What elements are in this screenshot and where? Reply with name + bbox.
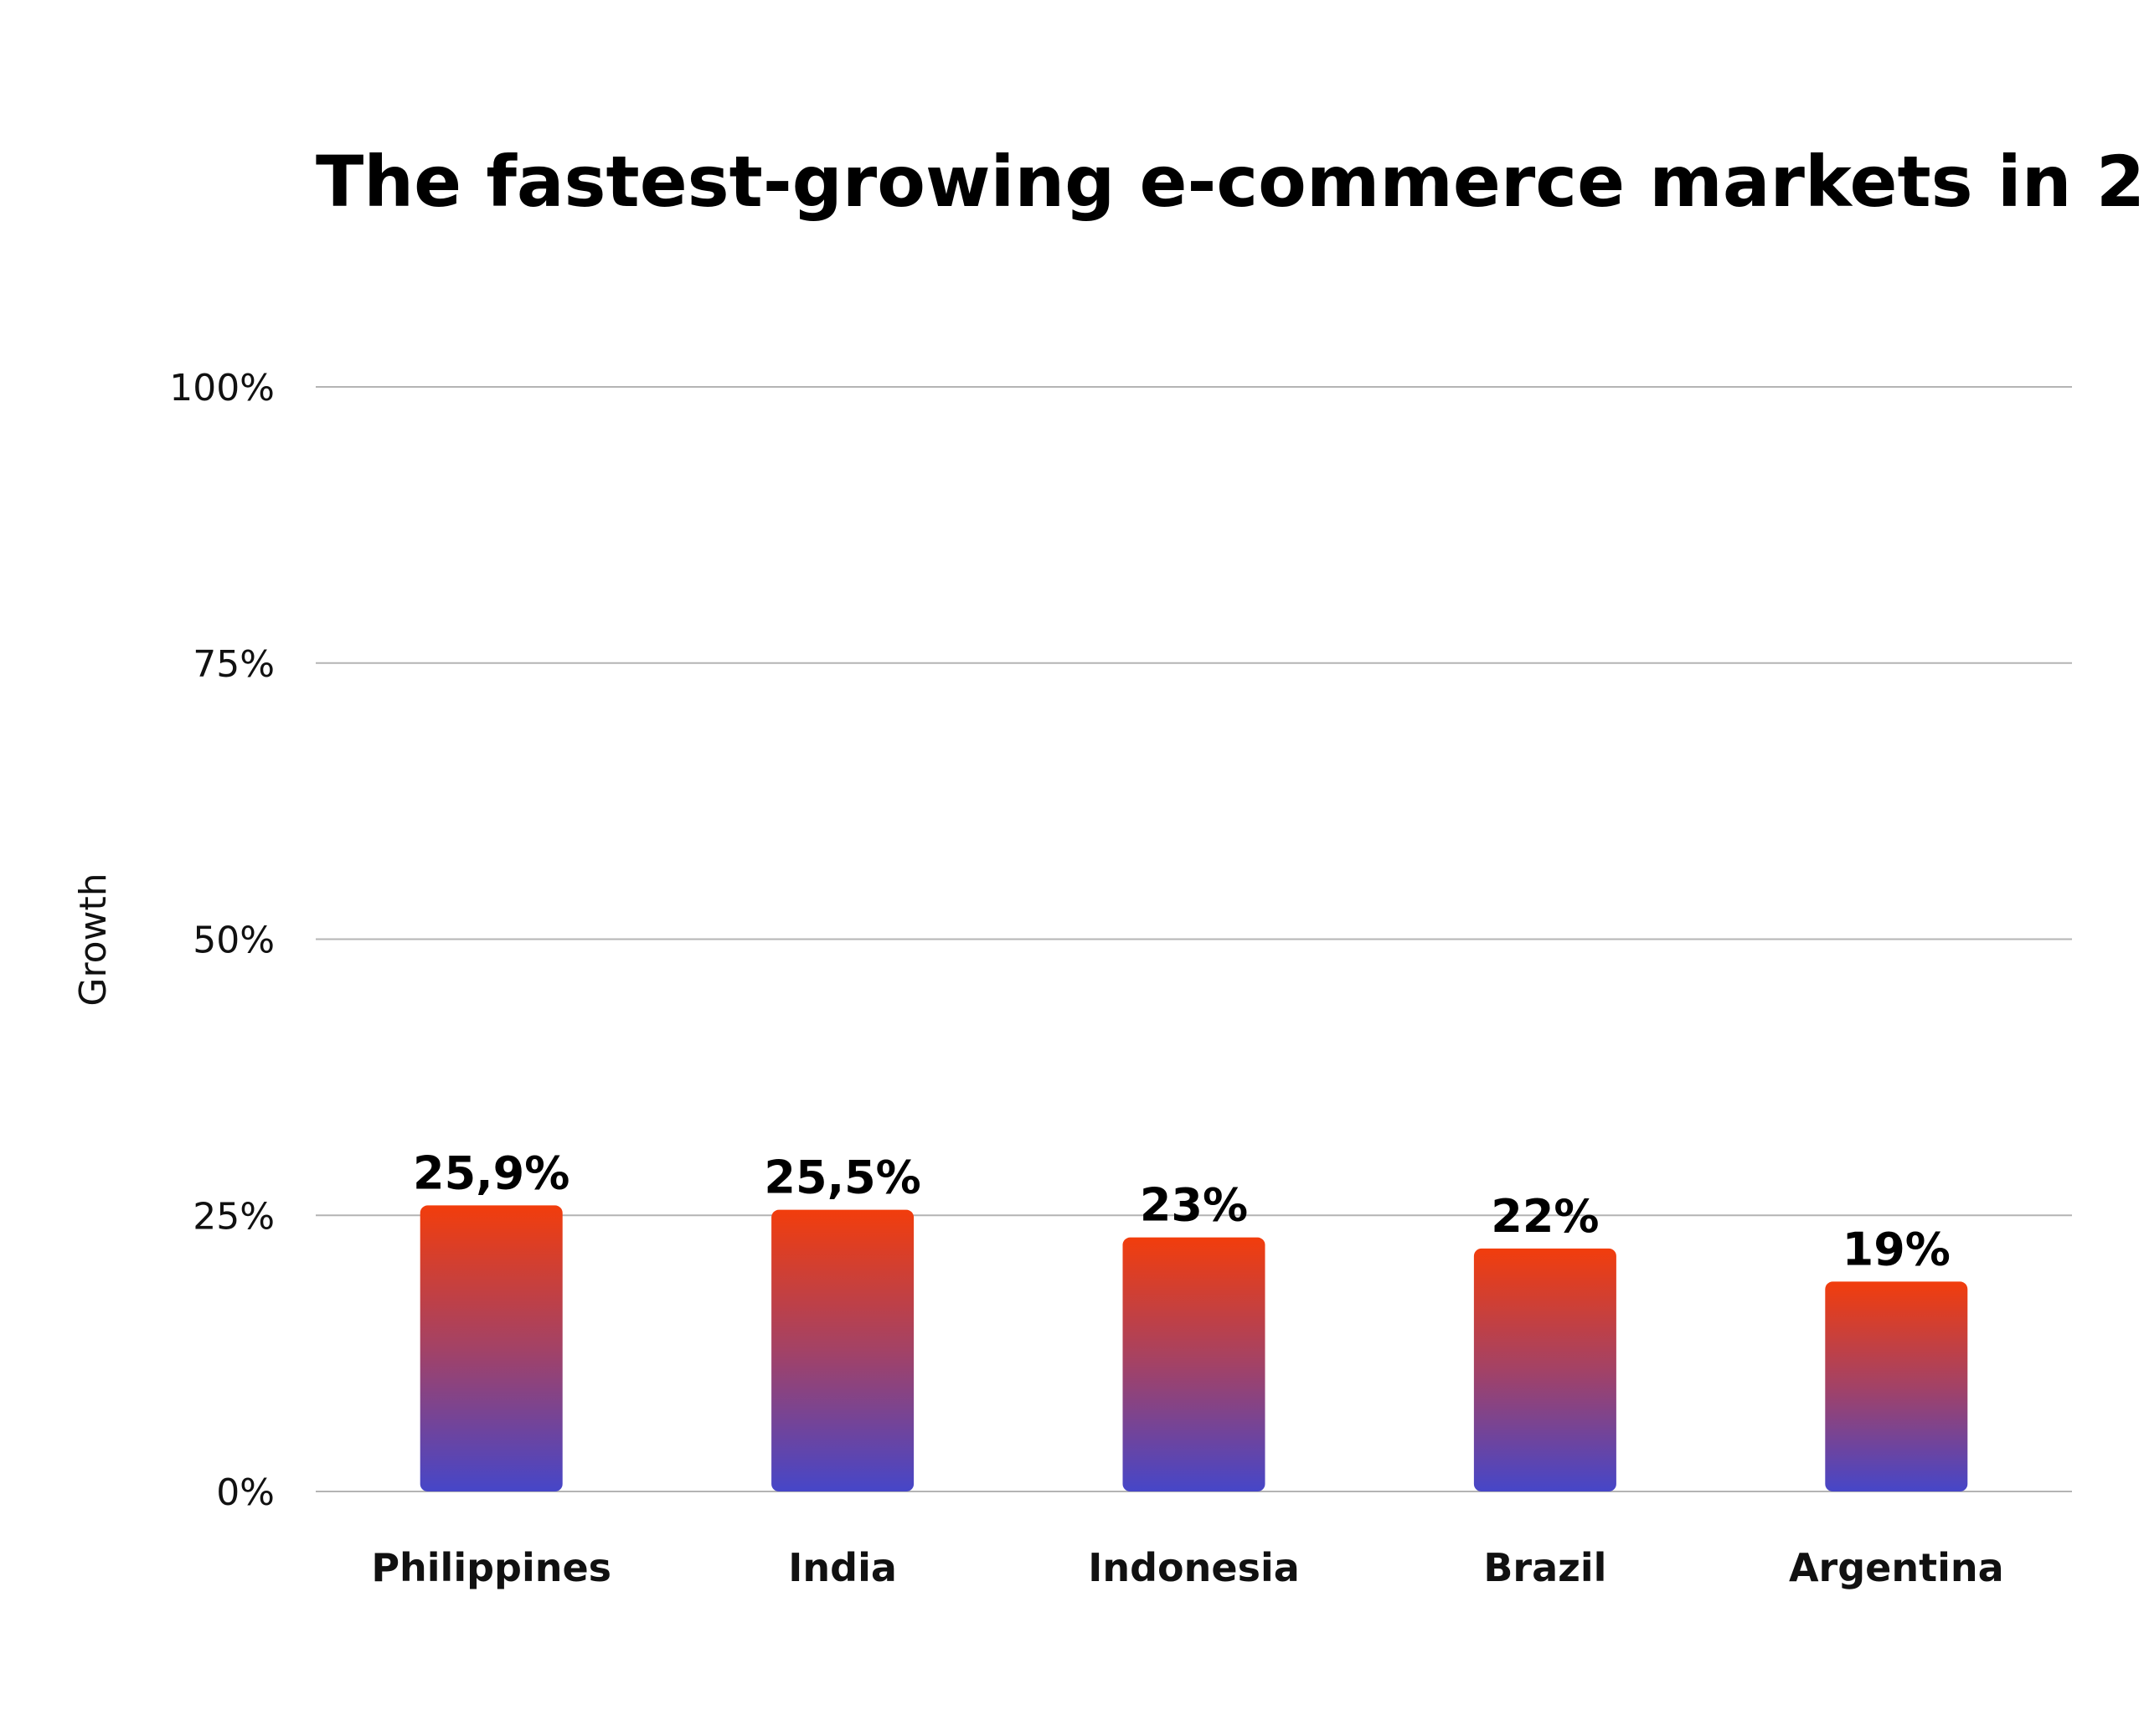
- x-tick-label: Argentina: [1789, 1545, 2004, 1590]
- y-axis-label: Growth: [72, 873, 115, 1006]
- bar-philippines: [420, 1205, 563, 1491]
- bar-indonesia: [1122, 1237, 1265, 1491]
- data-label: 25,5%: [764, 1151, 920, 1204]
- x-tick-label: Indonesia: [1088, 1545, 1300, 1590]
- x-tick-label: Philippines: [371, 1545, 611, 1590]
- x-tick-label: India: [788, 1545, 897, 1590]
- y-tick-label: 50%: [193, 920, 275, 962]
- bar-india: [771, 1209, 915, 1491]
- data-label: 22%: [1491, 1190, 1599, 1243]
- chart-title: The fastest-growing e-commerce markets i…: [316, 141, 2144, 223]
- y-tick-label: 25%: [193, 1195, 275, 1238]
- x-tick-label: Brazil: [1483, 1545, 1606, 1590]
- y-tick-label: 0%: [216, 1471, 275, 1514]
- data-label: 23%: [1140, 1179, 1248, 1232]
- bar-argentina: [1825, 1281, 1968, 1491]
- bar-brazil: [1473, 1248, 1616, 1491]
- data-label: 19%: [1842, 1223, 1951, 1275]
- y-tick-label: 100%: [169, 367, 275, 410]
- data-label: 25,9%: [413, 1146, 570, 1199]
- y-tick-label: 75%: [193, 643, 275, 686]
